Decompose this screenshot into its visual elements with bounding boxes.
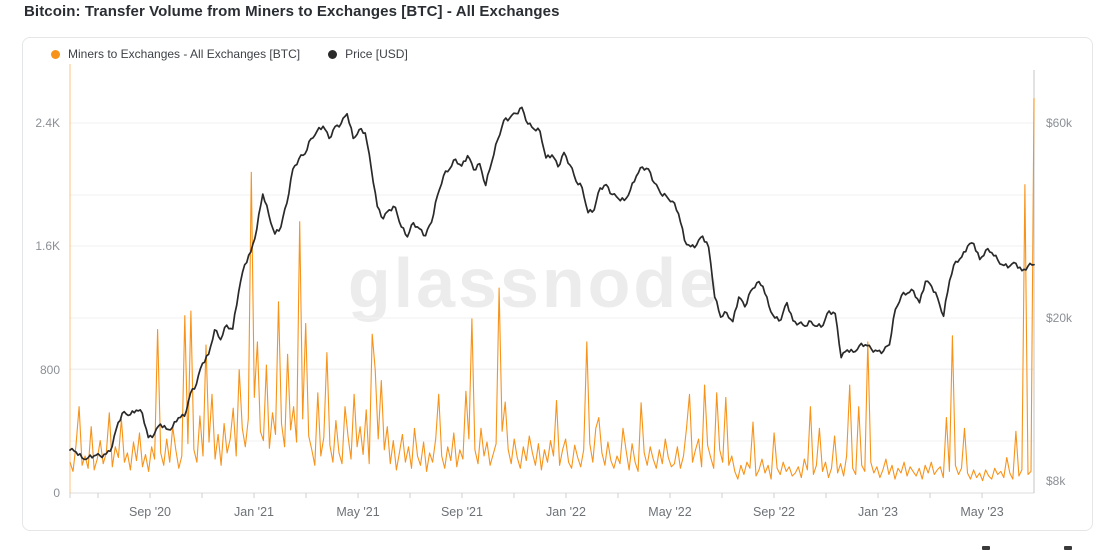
price-series-dot-icon [328,49,338,59]
legend: Miners to Exchanges - All Exchanges [BTC… [51,47,408,61]
chart-title: Bitcoin: Transfer Volume from Miners to … [24,3,560,20]
miners-series-path [69,98,1035,482]
cutoff-footer-glyph-right [1064,546,1072,550]
cutoff-footer-glyph-left [982,546,990,550]
legend-item-price[interactable]: Price [USD] [328,47,408,61]
glassnode-watermark: glassnode [347,244,722,322]
chart-card: Miners to Exchanges - All Exchanges [BTC… [22,37,1093,531]
price-series-path [69,106,1035,461]
legend-label-price: Price [USD] [345,47,408,61]
legend-label-miners: Miners to Exchanges - All Exchanges [BTC… [68,47,301,61]
legend-item-miners[interactable]: Miners to Exchanges - All Exchanges [BTC… [51,47,300,61]
miners-series-dot-icon [51,49,60,59]
